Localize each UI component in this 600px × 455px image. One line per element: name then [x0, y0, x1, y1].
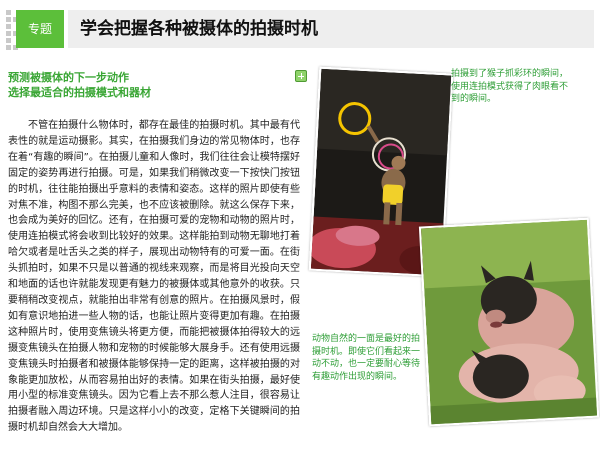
subtitle-line-1: 预测被摄体的下一步动作	[8, 71, 129, 84]
decorative-tile-grid	[6, 6, 20, 52]
subtitle-line-2: 选择最适合的拍摄模式和器材	[8, 86, 151, 99]
pigs-photo-caption: 动物自然的一面是最好的拍摄时机。即使它们看起来一动不动，也一定要耐心等待有趣动作…	[312, 334, 421, 382]
page-header: 专题 学会把握各种被摄体的拍摄时机	[6, 6, 594, 52]
monkey-photo-caption: 拍摄到了猴子抓彩环的瞬间，使用连拍模式获得了肉眼看不到的瞬间。	[451, 69, 569, 104]
topic-tag: 专题	[16, 10, 64, 48]
pigs-photo	[418, 217, 600, 427]
page-title: 学会把握各种被摄体的拍摄时机	[80, 19, 318, 39]
section-subtitle: 预测被摄体的下一步动作 选择最适合的拍摄模式和器材	[8, 70, 298, 100]
article-body: 不管在拍摄什么物体时，都存在最佳的拍摄时机。其中最有代表性的就是运动摄影。其实，…	[8, 120, 300, 434]
monkey-photo	[308, 66, 454, 278]
plus-circle-icon[interactable]	[295, 70, 307, 82]
title-bar: 学会把握各种被摄体的拍摄时机	[68, 10, 594, 48]
